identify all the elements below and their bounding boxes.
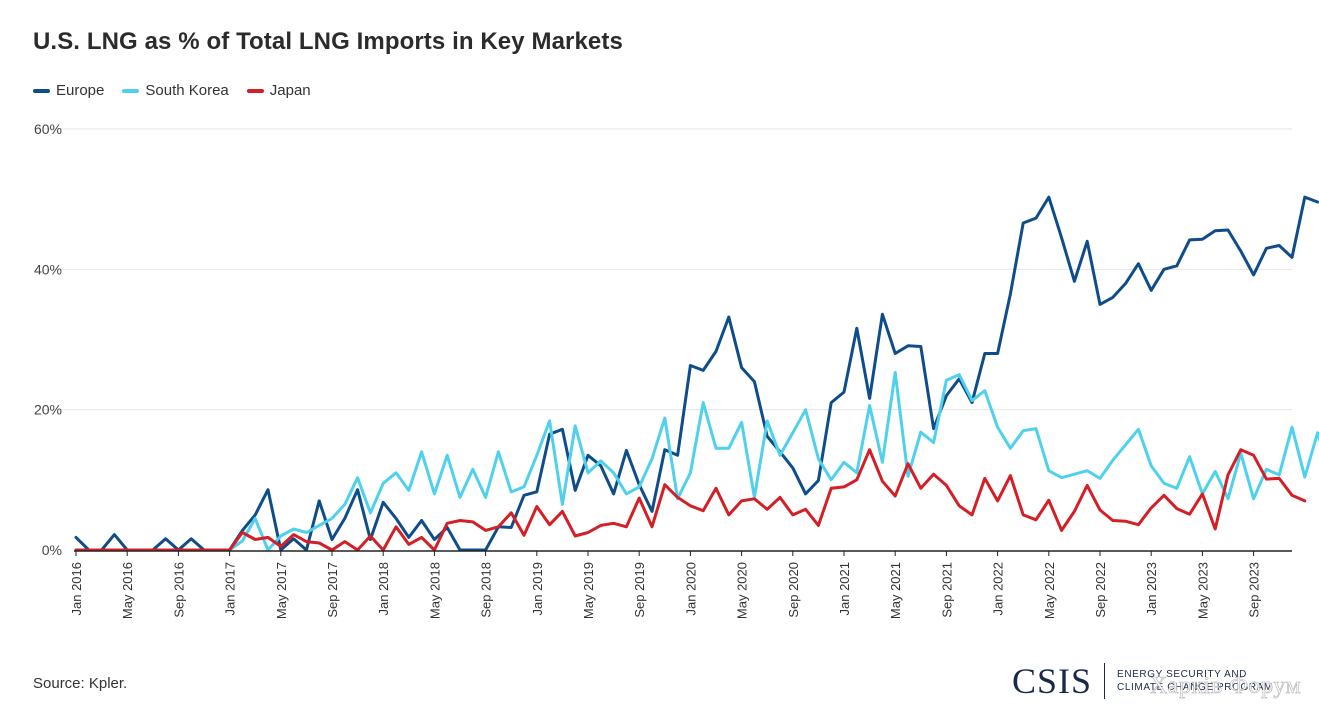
y-tick-label: 60% (34, 121, 62, 137)
legend: Europe South Korea Japan (33, 82, 311, 99)
x-tick-label: Sep 2021 (939, 562, 954, 618)
y-axis-ticks: 0% 20% 40% 60% (34, 121, 62, 558)
legend-item-japan[interactable]: Japan (246, 82, 311, 99)
x-tick-label: May 2020 (735, 562, 750, 619)
x-tick-label: Jan 2020 (683, 562, 698, 616)
logo-line-2: CLIMATE CHANGE PROGRAM (1117, 682, 1273, 693)
x-tick-label: Sep 2020 (786, 562, 801, 618)
logo-line-1: ENERGY SECURITY AND (1117, 669, 1247, 680)
x-tick-label: Sep 2018 (479, 562, 494, 618)
x-tick-label: May 2022 (1042, 562, 1057, 619)
series-line-japan[interactable] (74, 448, 1307, 552)
x-tick-label: Jan 2017 (223, 562, 238, 616)
legend-label-japan: Japan (269, 82, 311, 99)
x-tick-label: Jan 2018 (376, 562, 391, 616)
x-tick-label: May 2016 (120, 562, 135, 619)
x-tick-label: Jan 2016 (69, 562, 84, 616)
x-tick-label: May 2017 (274, 562, 289, 619)
series-line-south-korea[interactable] (74, 371, 1319, 552)
logo-program-text: ENERGY SECURITY AND CLIMATE CHANGE PROGR… (1117, 668, 1273, 694)
x-tick-label: Sep 2022 (1093, 562, 1108, 618)
legend-item-south-korea[interactable]: South Korea (122, 82, 229, 99)
series-lines (74, 195, 1319, 552)
x-tick-label: Jan 2021 (837, 562, 852, 616)
x-tick-label: Sep 2017 (325, 562, 340, 618)
legend-label-south-korea: South Korea (145, 82, 229, 99)
legend-swatch-japan (246, 88, 264, 93)
y-tick-label: 40% (34, 261, 62, 277)
series-line-europe[interactable] (74, 195, 1319, 552)
source-note: Source: Kpler. (33, 675, 128, 692)
x-tick-label: May 2023 (1195, 562, 1210, 619)
legend-swatch-europe (33, 88, 50, 93)
csis-logo: CSIS ENERGY SECURITY AND CLIMATE CHANGE … (1012, 660, 1273, 702)
legend-swatch-south-korea (122, 88, 140, 93)
x-tick-label: May 2019 (581, 562, 596, 619)
logo-mark: CSIS (1012, 661, 1093, 701)
gridlines (44, 128, 1292, 411)
x-axis-ticks: Jan 2016 May 2016 Sep 2016 Jan 2017 May 2017… (69, 551, 1262, 619)
logo-divider (1104, 663, 1106, 699)
x-tick-label: May 2021 (888, 562, 903, 619)
x-tick-label: Jan 2022 (991, 562, 1006, 616)
x-tick-label: Jan 2019 (530, 562, 545, 616)
y-tick-label: 0% (42, 542, 62, 558)
x-tick-label: Sep 2023 (1247, 562, 1262, 618)
x-tick-label: Sep 2019 (632, 562, 647, 618)
x-tick-label: Sep 2016 (171, 562, 186, 618)
x-tick-label: Jan 2023 (1144, 562, 1159, 616)
legend-item-europe[interactable]: Europe (33, 82, 104, 99)
chart-title: U.S. LNG as % of Total LNG Imports in Ke… (33, 28, 623, 55)
x-tick-label: May 2018 (427, 562, 442, 619)
legend-label-europe: Europe (56, 82, 105, 99)
watermark: Харків Форум (1150, 673, 1302, 700)
y-tick-label: 20% (34, 402, 62, 418)
